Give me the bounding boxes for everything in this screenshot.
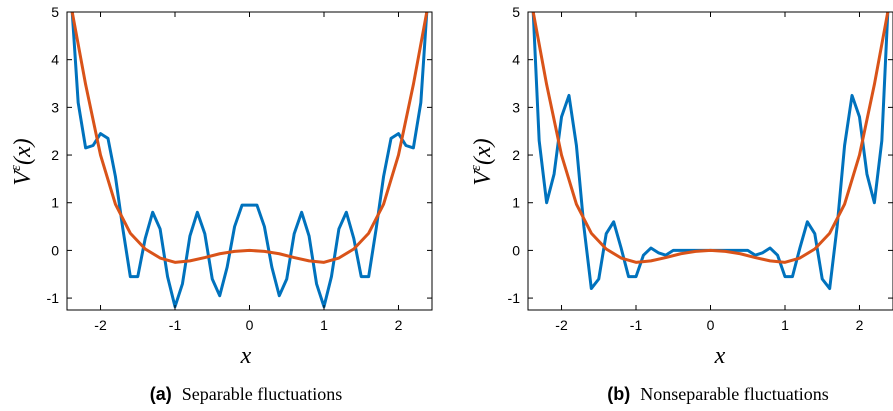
caption-text: Separable fluctuations — [182, 384, 342, 404]
series-line-smooth — [70, 12, 429, 264]
panel-a: Vε(x) x (a) Separable fluctuations -2 -1 0… — [8, 4, 433, 404]
y-tick-label: 3 — [512, 99, 520, 115]
y-tick-label: 4 — [51, 52, 59, 68]
y-axis-label-text: Vε(x) — [8, 138, 36, 185]
y-axis-label: Vε(x) — [468, 138, 496, 185]
y-tick-label: 2 — [512, 147, 520, 163]
y-tick-label: 4 — [512, 52, 520, 68]
y-axis-label-text: Vε(x) — [468, 138, 496, 185]
caption: (a) Separable fluctuations — [150, 384, 342, 404]
series-line-fluctuating — [70, 12, 429, 309]
x-axis-label: x — [240, 343, 252, 369]
axes-frame — [527, 11, 893, 311]
x-tick-label: 2 — [856, 317, 864, 333]
y-label-base: V — [470, 169, 496, 186]
y-tick-label: -1 — [47, 290, 60, 306]
x-tick-label: 0 — [707, 317, 715, 333]
y-label-superscript: ε — [8, 165, 24, 171]
y-tick-label: 2 — [51, 147, 59, 163]
y-label-base: V — [10, 169, 36, 186]
panel-b: Vε(x) x (b) Nonseparable fluctuations -2… — [468, 4, 893, 404]
y-label-argument: (x) — [470, 138, 496, 165]
x-tick-label: 0 — [246, 317, 254, 333]
y-axis-label: Vε(x) — [8, 138, 36, 185]
x-tick-label: -1 — [630, 317, 643, 333]
x-tick-label: -2 — [94, 317, 107, 333]
y-label-argument: (x) — [10, 138, 36, 165]
series-line-fluctuating — [531, 12, 890, 291]
y-tick-label: -1 — [508, 290, 521, 306]
y-tick-label: 3 — [51, 99, 59, 115]
y-tick-label: 1 — [51, 195, 59, 211]
x-axis-label: x — [714, 343, 726, 369]
axes-frame — [66, 11, 433, 311]
series-line-smooth — [531, 12, 890, 264]
x-tick-label: -2 — [555, 317, 568, 333]
x-tick-label: -1 — [169, 317, 182, 333]
y-tick-label: 0 — [512, 242, 520, 258]
x-tick-label: 1 — [781, 317, 789, 333]
y-tick-label: 0 — [51, 242, 59, 258]
caption-label: (b) — [607, 384, 630, 404]
caption: (b) Nonseparable fluctuations — [607, 384, 828, 404]
y-tick-label: 1 — [512, 195, 520, 211]
x-tick-label: 1 — [320, 317, 328, 333]
x-tick-label: 2 — [395, 317, 403, 333]
y-tick-label: 5 — [512, 4, 520, 20]
y-tick-label: 5 — [51, 4, 59, 20]
caption-label: (a) — [150, 384, 172, 404]
caption-text: Nonseparable fluctuations — [640, 384, 828, 404]
y-label-superscript: ε — [468, 165, 484, 171]
